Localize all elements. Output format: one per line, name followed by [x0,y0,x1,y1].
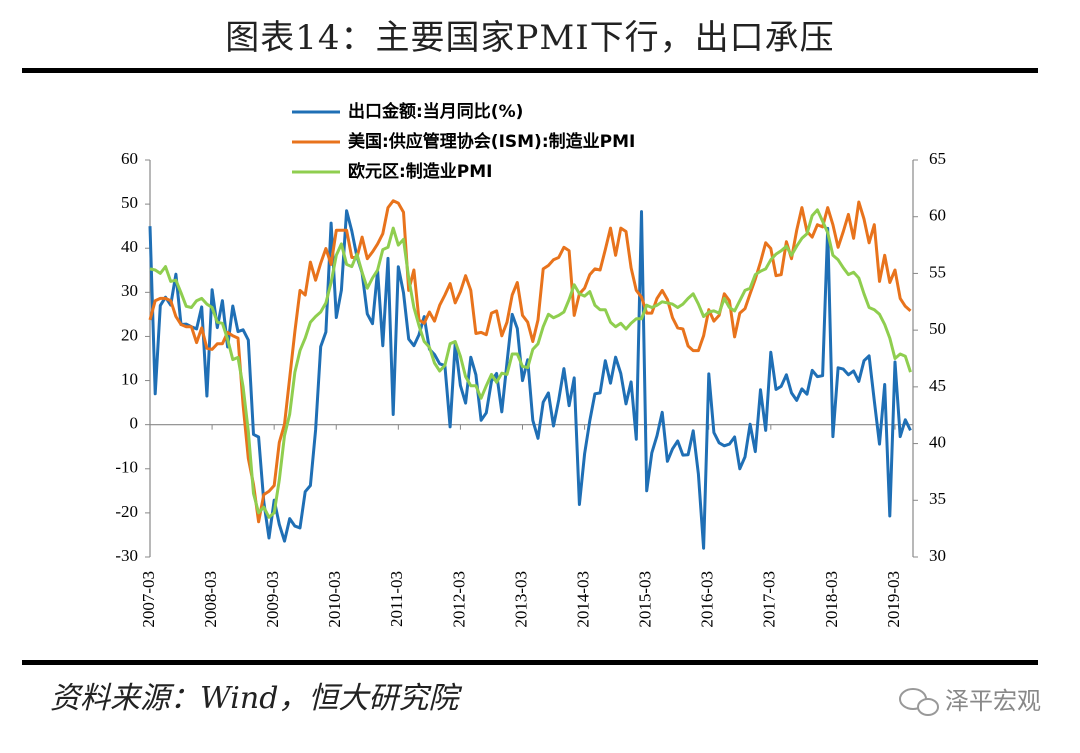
x-tick-label: 2009-03 [263,571,282,628]
y-tick-label: 30 [121,281,138,300]
y2-tick-label: 35 [929,489,946,508]
series-line [148,199,912,524]
y2-tick-label: 45 [929,376,946,395]
x-tick-label: 2018-03 [822,571,841,628]
x-tick-label: 2014-03 [573,571,592,628]
y-tick-label: 50 [121,193,138,212]
legend-label: 欧元区:制造业PMI [348,161,493,182]
x-tick-label: 2015-03 [636,571,655,628]
y-tick-label: 0 [130,414,139,433]
x-tick-label: 2010-03 [325,571,344,628]
legend-label: 美国:供应管理协会(ISM):制造业PMI [348,131,635,152]
watermark: 泽平宏观 [945,687,1041,715]
y-tick-label: 10 [121,369,138,388]
source: 资料来源：Wind，恒大研究院 [50,681,462,716]
x-tick-label: 2019-03 [884,571,903,628]
y2-tick-label: 40 [929,432,946,451]
y-tick-label: 60 [121,149,138,168]
x-tick-label: 2016-03 [698,571,717,628]
x-tick-label: 2008-03 [201,571,220,628]
y-tick-label: -20 [115,502,138,521]
series-line [148,209,912,550]
x-tick-label: 2011-03 [387,571,406,627]
watermark-icon [899,688,939,716]
y2-tick-label: 55 [929,262,946,281]
y-tick-label: -10 [115,458,138,477]
y2-tick-label: 60 [929,206,946,225]
y-tick-label: 20 [121,325,138,344]
y2-tick-label: 65 [929,149,946,168]
x-tick-label: 2017-03 [760,571,779,628]
legend-label: 出口金额:当月同比(%) [348,101,523,122]
y2-tick-label: 50 [929,319,946,338]
y2-tick-label: 30 [929,546,946,565]
title-rule [22,68,1038,73]
chart-title: 图表14：主要国家PMI下行，出口承压 [225,18,834,58]
x-tick-label: 2007-03 [139,571,158,628]
x-tick-label: 2013-03 [511,571,530,628]
y-tick-label: -30 [115,546,138,565]
footer-rule [22,660,1038,665]
y-tick-label: 40 [121,237,138,256]
series-line [149,208,912,519]
x-tick-label: 2012-03 [449,571,468,628]
